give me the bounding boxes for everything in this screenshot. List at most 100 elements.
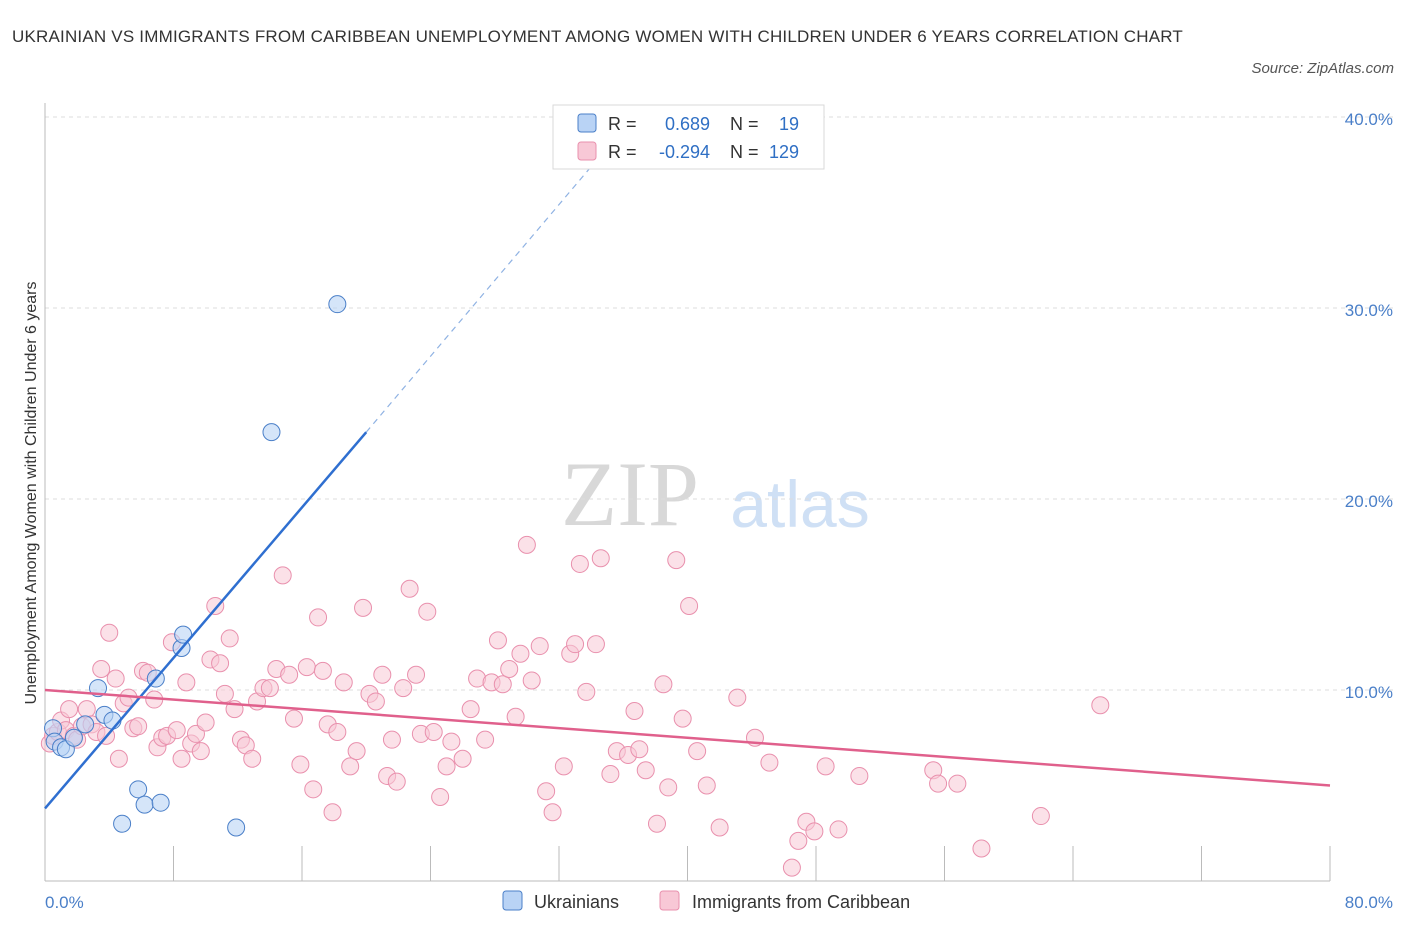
caribbean-point <box>972 839 991 858</box>
legend-swatch-caribbean <box>577 141 597 161</box>
legend-box <box>552 104 825 170</box>
caribbean-point <box>442 732 461 751</box>
caribbean-point <box>220 629 239 648</box>
caribbean-point <box>273 566 292 585</box>
correlation-legend: R = 0.689 N = 19 R = -0.294 N = 129 <box>552 104 825 170</box>
bottom-legend-ukrainians: Ukrainians <box>534 892 619 912</box>
caribbean-point <box>100 623 119 642</box>
caribbean-point <box>697 776 716 795</box>
caribbean-point <box>191 742 210 761</box>
ukrainian-point <box>151 793 170 812</box>
legend-n-value-caribbean: 129 <box>769 142 799 162</box>
caribbean-point <box>373 665 392 684</box>
caribbean-point <box>323 803 342 822</box>
caribbean-point <box>522 671 541 690</box>
caribbean-point <box>625 702 644 721</box>
ukrainian-point <box>129 780 148 799</box>
caribbean-point <box>431 787 450 806</box>
caribbean-point <box>789 831 808 850</box>
caribbean-point <box>280 665 299 684</box>
caribbean-point <box>636 761 655 780</box>
caribbean-point <box>586 635 605 654</box>
bottom-legend-swatch-ukrainians <box>502 890 523 911</box>
caribbean-point <box>577 682 596 701</box>
y-tick-label-10: 10.0% <box>1345 683 1393 702</box>
caribbean-point <box>517 535 536 554</box>
y-tick-label-40: 40.0% <box>1345 110 1393 129</box>
caribbean-point <box>591 549 610 568</box>
caribbean-point <box>659 778 678 797</box>
caribbean-point <box>215 684 234 703</box>
caribbean-point <box>688 742 707 761</box>
ukrainian-point <box>76 715 95 734</box>
caribbean-point <box>129 717 148 736</box>
caribbean-point <box>387 772 406 791</box>
caribbean-point <box>334 673 353 692</box>
caribbean-point <box>106 669 125 688</box>
caribbean-point <box>243 749 262 768</box>
bottom-legend-caribbean: Immigrants from Caribbean <box>692 892 910 912</box>
caribbean-point <box>537 782 556 801</box>
caribbean-point <box>530 637 549 656</box>
caribbean-point <box>493 675 512 694</box>
gridlines <box>45 116 1395 691</box>
caribbean-point <box>77 700 96 719</box>
caribbean-point <box>437 757 456 776</box>
legend-r-value-ukrainians: 0.689 <box>665 114 710 134</box>
caribbean-point <box>328 723 347 742</box>
caribbean-point <box>177 673 196 692</box>
x-tick-label-end: 80.0% <box>1345 893 1393 912</box>
ukrainian-point <box>135 795 154 814</box>
caribbean-point <box>500 659 519 678</box>
caribbean-point <box>948 774 967 793</box>
ukrainian-point <box>174 625 193 644</box>
caribbean-point <box>461 700 480 719</box>
caribbean-point <box>418 602 437 621</box>
ukrainians-trend-extension <box>365 166 592 433</box>
caribbean-point <box>109 749 128 768</box>
caribbean-point <box>630 740 649 759</box>
y-tick-label-30: 30.0% <box>1345 301 1393 320</box>
caribbean-point <box>211 654 230 673</box>
caribbean-point <box>394 679 413 698</box>
caribbean-point <box>172 749 191 768</box>
caribbean-point <box>566 635 585 654</box>
caribbean-point <box>424 723 443 742</box>
chart-title: UKRAINIAN VS IMMIGRANTS FROM CARIBBEAN U… <box>12 27 1184 46</box>
y-axis-label: Unemployment Among Women with Children U… <box>23 281 40 704</box>
caribbean-point <box>601 765 620 784</box>
caribbean-point <box>453 749 472 768</box>
axes <box>44 103 1331 882</box>
watermark-zip: ZIP <box>561 443 699 545</box>
source-label: Source: ZipAtlas.com <box>1251 60 1394 77</box>
caribbean-point <box>543 803 562 822</box>
ukrainian-point <box>113 814 132 833</box>
caribbean-point <box>60 700 79 719</box>
caribbean-point <box>284 709 303 728</box>
caribbean-point <box>570 554 589 573</box>
tick-labels: 10.0% 20.0% 30.0% 40.0% 0.0% 80.0% <box>45 110 1393 912</box>
caribbean-point <box>805 822 824 841</box>
caribbean-point <box>260 679 279 698</box>
caribbean-point <box>647 814 666 833</box>
caribbean-point <box>506 707 525 726</box>
caribbean-point <box>304 780 323 799</box>
legend-n-label-2: N = <box>730 142 759 162</box>
caribbean-point <box>341 757 360 776</box>
caribbean-point <box>186 724 205 743</box>
series-legend: Ukrainians Immigrants from Caribbean <box>502 890 910 912</box>
caribbean-point <box>196 713 215 732</box>
caribbean-point <box>354 598 373 617</box>
caribbean-point <box>297 658 316 677</box>
bottom-legend-swatch-caribbean <box>659 890 680 911</box>
caribbean-point <box>309 608 328 627</box>
x-tick-label-start: 0.0% <box>45 893 84 912</box>
trend-lines <box>44 166 1331 810</box>
caribbean-point <box>667 551 686 570</box>
caribbean-point <box>291 755 310 774</box>
caribbean-point <box>816 757 835 776</box>
caribbean-point <box>673 709 692 728</box>
caribbean-point <box>167 721 186 740</box>
caribbean-point <box>382 730 401 749</box>
